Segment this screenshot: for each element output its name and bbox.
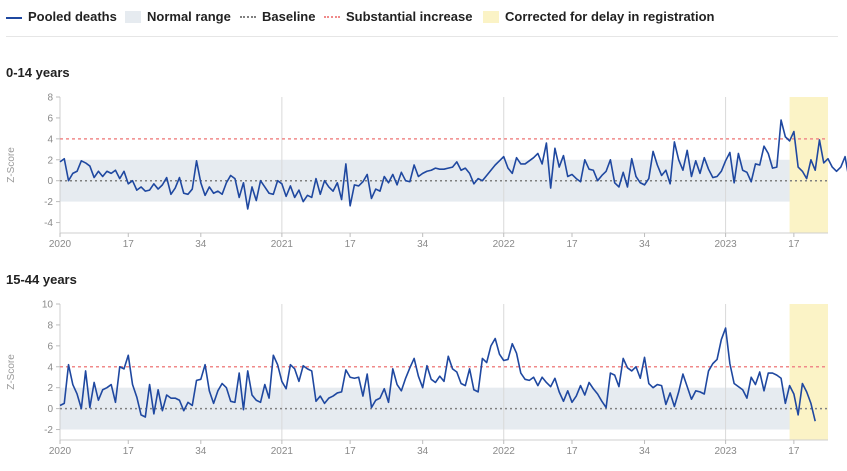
x-tick-label: 17 <box>788 239 800 250</box>
y-tick-label: 2 <box>47 155 53 166</box>
y-tick-label: 0 <box>47 404 53 415</box>
y-tick-label: 4 <box>47 362 53 373</box>
pooled-deaths-line <box>59 119 847 210</box>
x-tick-label: 2021 <box>271 239 294 250</box>
line-swatch-icon <box>6 17 22 19</box>
x-tick-label: 2023 <box>714 239 737 250</box>
x-tick-label: 2020 <box>49 239 72 250</box>
x-tick-label: 17 <box>123 239 135 250</box>
y-tick-label: 8 <box>47 320 53 331</box>
x-tick-label: 2022 <box>493 446 516 457</box>
x-tick-label: 34 <box>417 239 429 250</box>
legend-label: Pooled deaths <box>28 9 117 24</box>
legend-label: Substantial increase <box>346 9 473 24</box>
y-tick-label: 2 <box>47 383 53 394</box>
y-axis-title: Z-Score <box>6 354 17 390</box>
box-swatch-icon <box>125 11 141 23</box>
delay-correction-band <box>789 97 828 233</box>
x-tick-label: 34 <box>639 446 651 457</box>
y-tick-label: 10 <box>42 300 54 311</box>
pooled-deaths-line <box>59 327 816 422</box>
y-tick-label: 0 <box>47 176 53 187</box>
x-tick-label: 17 <box>345 446 357 457</box>
x-tick-label: 34 <box>195 239 207 250</box>
y-tick-label: -2 <box>44 425 53 436</box>
y-tick-label: 8 <box>47 93 53 104</box>
y-tick-label: -2 <box>44 197 53 208</box>
x-tick-label: 2020 <box>49 446 72 457</box>
dotted-line-swatch-icon <box>240 16 256 18</box>
y-tick-label: 6 <box>47 113 53 124</box>
legend-label: Baseline <box>262 9 316 24</box>
legend: Pooled deaths Normal range Baseline Subs… <box>6 6 838 37</box>
x-tick-label: 17 <box>566 446 578 457</box>
y-axis-title: Z-Score <box>6 147 17 183</box>
x-tick-label: 17 <box>788 446 800 457</box>
dotted-line-swatch-icon <box>324 16 340 18</box>
x-tick-label: 2022 <box>493 239 516 250</box>
chart-title-15-44: 15-44 years <box>6 272 77 287</box>
x-tick-label: 34 <box>195 446 207 457</box>
x-tick-label: 34 <box>639 239 651 250</box>
y-tick-label: 6 <box>47 341 53 352</box>
x-tick-label: 17 <box>345 239 357 250</box>
chart-title-0-14: 0-14 years <box>6 65 70 80</box>
y-tick-label: 4 <box>47 134 53 145</box>
y-tick-label: -4 <box>44 218 53 229</box>
x-tick-label: 17 <box>566 239 578 250</box>
delay-correction-band <box>789 304 828 440</box>
x-tick-label: 2021 <box>271 446 294 457</box>
legend-label: Normal range <box>147 9 231 24</box>
x-tick-label: 2023 <box>714 446 737 457</box>
box-swatch-icon <box>483 11 499 23</box>
legend-label: Corrected for delay in registration <box>505 9 715 24</box>
x-tick-label: 17 <box>123 446 135 457</box>
x-tick-label: 34 <box>417 446 429 457</box>
